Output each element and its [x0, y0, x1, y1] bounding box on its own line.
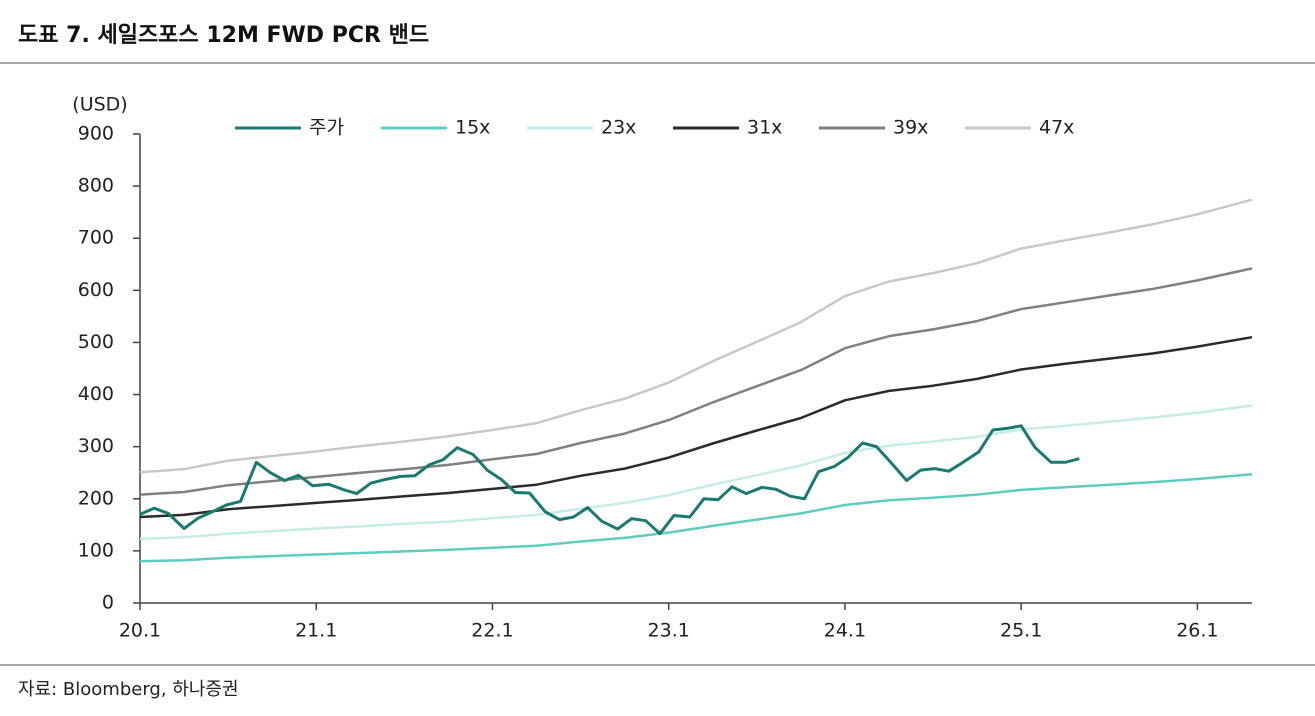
x-tick-label: 25.1	[1000, 620, 1042, 642]
source: 자료: Bloomberg, 하나증권	[18, 679, 239, 700]
legend-label: 47x	[1039, 117, 1074, 139]
y-tick-label: 900	[78, 123, 114, 145]
y-tick-label: 800	[78, 175, 114, 197]
x-tick-label: 24.1	[824, 620, 866, 642]
series-line	[139, 424, 1080, 536]
chart-title: 도표 7. 세일즈포스 12M FWD PCR 밴드	[18, 23, 429, 48]
y-axis-label: (USD)	[72, 94, 127, 116]
legend-label: 39x	[893, 117, 928, 139]
series-line	[139, 198, 1253, 474]
legend-label: 15x	[455, 117, 490, 139]
y-tick-label: 100	[78, 539, 114, 561]
y-tick-label: 300	[78, 435, 114, 457]
y-tick-label: 600	[78, 279, 114, 301]
x-tick-label: 23.1	[648, 620, 690, 642]
y-tick-label: 400	[78, 383, 114, 405]
y-tick-label: 500	[78, 331, 114, 353]
legend-label: 31x	[747, 117, 782, 139]
x-tick-label: 22.1	[471, 620, 513, 642]
series-line	[139, 335, 1253, 519]
series-line	[139, 404, 1253, 541]
x-tick-label: 20.1	[119, 620, 161, 642]
series-line	[139, 473, 1253, 563]
x-tick-label: 26.1	[1176, 620, 1218, 642]
series-line	[139, 267, 1253, 496]
y-tick-label: 0	[102, 592, 114, 614]
y-tick-label: 700	[78, 227, 114, 249]
legend-label: 23x	[601, 117, 636, 139]
x-tick-label: 21.1	[295, 620, 337, 642]
legend-label: 주가	[309, 117, 344, 139]
y-tick-label: 200	[78, 487, 114, 509]
